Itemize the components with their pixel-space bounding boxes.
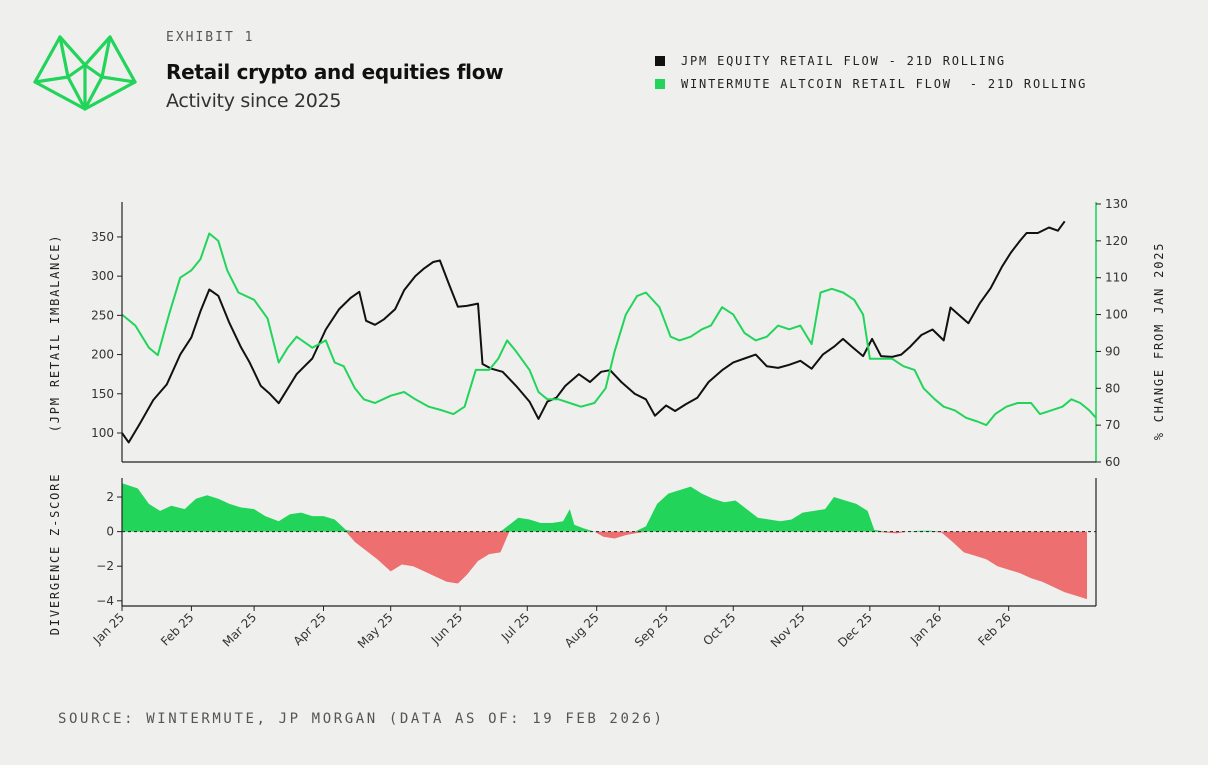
- z-tick-label: 0: [106, 525, 114, 539]
- y-right-axis-title: % CHANGE FROM JAN 2025: [1152, 242, 1166, 441]
- x-tick-label: Dec 25: [835, 610, 875, 650]
- x-tick-label: Aug 25: [562, 610, 602, 650]
- chart-subtitle: Activity since 2025: [166, 90, 342, 112]
- x-tick-label: Oct 25: [700, 610, 738, 648]
- z-axis-title: DIVERGENCE Z-SCORE: [48, 473, 62, 635]
- x-tick-label: Jan 25: [90, 610, 127, 647]
- source-note: SOURCE: WINTERMUTE, JP MORGAN (DATA AS O…: [58, 711, 665, 727]
- divergence-positive-area: [122, 483, 1087, 532]
- x-tick-label: Feb 25: [158, 610, 196, 648]
- x-tick-label: Jun 25: [428, 610, 465, 647]
- z-tick-label: 2: [106, 490, 114, 504]
- legend-item-jpm: JPM EQUITY RETAIL FLOW - 21D ROLLING: [655, 49, 1087, 72]
- exhibit-label: EXHIBIT 1: [166, 30, 255, 45]
- z-tick-label: −4: [96, 594, 114, 608]
- divergence-negative-area: [122, 531, 1087, 600]
- x-tick-label: Feb 26: [975, 610, 1013, 648]
- series-line-jpm: [121, 220, 1066, 444]
- x-tick-label: Mar 25: [220, 610, 259, 649]
- chart-title: Retail crypto and equities flow: [166, 60, 504, 84]
- x-tick-label: Apr 25: [291, 610, 329, 648]
- y-left-tick-label: 150: [91, 387, 114, 401]
- y-right-tick-label: 90: [1105, 344, 1120, 358]
- y-right-tick-label: 60: [1105, 455, 1120, 469]
- z-tick-label: −2: [96, 559, 114, 573]
- y-left-tick-label: 250: [91, 308, 114, 322]
- y-right-tick-label: 100: [1105, 308, 1128, 322]
- legend-swatch-jpm: [655, 55, 665, 66]
- x-tick-label: Jan 26: [907, 610, 944, 647]
- x-tick-label: Jul 25: [498, 610, 532, 644]
- y-right-tick-label: 130: [1105, 197, 1128, 211]
- legend: JPM EQUITY RETAIL FLOW - 21D ROLLING WIN…: [655, 49, 1087, 95]
- y-left-axis-title: (JPM RETAIL IMBALANCE): [48, 234, 62, 433]
- y-right-tick-label: 70: [1105, 418, 1120, 432]
- x-tick-label: May 25: [355, 610, 396, 651]
- legend-label-jpm: JPM EQUITY RETAIL FLOW - 21D ROLLING: [681, 53, 1006, 68]
- x-tick-label: Sep 25: [632, 610, 671, 649]
- y-left-tick-label: 300: [91, 269, 114, 283]
- y-left-tick-label: 100: [91, 426, 114, 440]
- legend-swatch-wintermute: [655, 78, 665, 89]
- y-left-tick-label: 200: [91, 348, 114, 362]
- y-right-tick-label: 120: [1105, 234, 1128, 248]
- y-right-tick-label: 110: [1105, 271, 1128, 285]
- y-right-tick-label: 80: [1105, 381, 1120, 395]
- wintermute-logo-icon: [33, 35, 137, 111]
- y-left-tick-label: 350: [91, 230, 114, 244]
- x-tick-label: Nov 25: [768, 610, 808, 650]
- legend-item-wintermute: WINTERMUTE ALTCOIN RETAIL FLOW - 21D ROL…: [655, 72, 1087, 95]
- series-line-wintermute: [121, 232, 1097, 427]
- legend-label-wintermute: WINTERMUTE ALTCOIN RETAIL FLOW - 21D ROL…: [681, 76, 1088, 91]
